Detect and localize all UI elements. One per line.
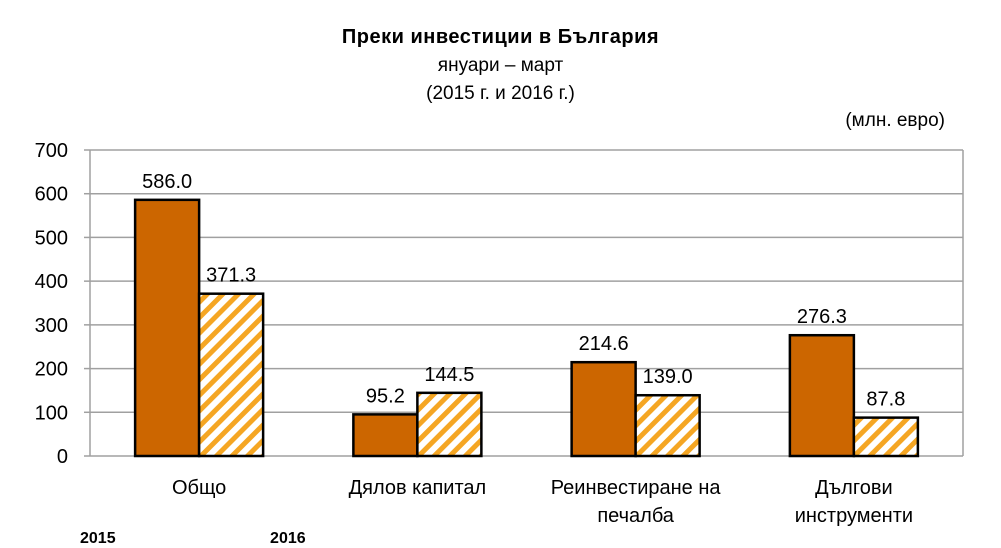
legend: 2015 2016: [60, 530, 306, 548]
data-label: 95.2: [366, 385, 405, 407]
data-label: 371.3: [206, 265, 256, 287]
bar-2016: [416, 391, 483, 458]
bar-2015: [788, 333, 856, 458]
y-axis: 0 100 200 300 400 500 600 700: [35, 140, 964, 468]
bar-2016: [634, 393, 701, 458]
data-label: 144.5: [424, 364, 474, 386]
bar-2016: [197, 292, 265, 458]
bar-2015: [133, 198, 201, 458]
x-axis: Общо Дялов капитал Реинвестиране на печалба…: [172, 477, 913, 527]
unit-label: (млн. евро): [845, 110, 945, 131]
chart-title: Преки инвестиции в България: [341, 26, 660, 48]
x-category-label: Общо: [172, 477, 226, 499]
data-label: 586.0: [142, 171, 192, 193]
legend-item-2015: 2015: [80, 530, 116, 547]
data-labels: 586.0 371.3 95.2 144.5 214.6 139.0 276.3 87.8: [142, 171, 905, 411]
y-tick-label: 600: [35, 184, 68, 206]
y-tick-label: 300: [35, 315, 68, 337]
data-label: 276.3: [797, 306, 847, 328]
data-label: 139.0: [643, 366, 693, 388]
bar-2016: [852, 416, 920, 458]
x-category-label: инструменти: [795, 505, 913, 527]
chart-subtitle-years: (2015 г. и 2016 г.): [426, 83, 575, 104]
x-category-label: Дългови: [815, 477, 893, 499]
bars: [133, 198, 920, 458]
chart-subtitle-period: януари – март: [437, 55, 564, 76]
data-label: 214.6: [579, 333, 629, 355]
x-category-label: Дялов капитал: [349, 477, 487, 499]
y-tick-label: 0: [57, 446, 68, 468]
bar-2015: [352, 413, 419, 458]
y-tick-label: 400: [35, 271, 68, 293]
legend-item-2016: 2016: [270, 530, 306, 547]
y-tick-label: 100: [35, 402, 68, 424]
y-tick-label: 200: [35, 359, 68, 381]
y-tick-label: 700: [35, 140, 68, 162]
x-category-label: Реинвестиране на: [551, 477, 722, 499]
y-tick-label: 500: [35, 227, 68, 249]
data-label: 87.8: [866, 389, 905, 411]
x-category-label: печалба: [597, 505, 674, 527]
bar-2015: [570, 360, 637, 458]
